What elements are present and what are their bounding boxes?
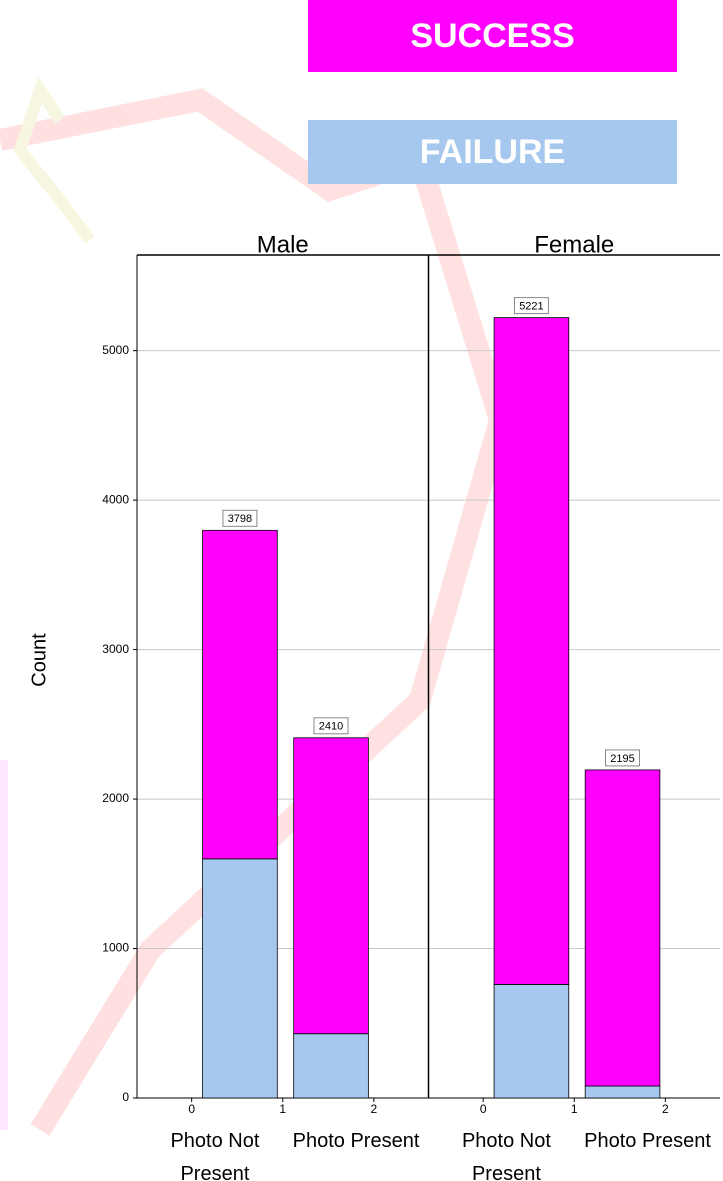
bar-segment: [584, 769, 661, 1087]
y-tick-label: 2000: [102, 791, 129, 805]
y-tick-label: 3000: [102, 642, 129, 656]
decoration: [13, 76, 95, 244]
x-tick-label: 2: [371, 1102, 378, 1116]
bar-segment: [293, 737, 369, 1035]
bar-segment: [493, 984, 570, 1099]
decoration: [0, 760, 8, 1130]
y-tick-label: 0: [122, 1090, 129, 1104]
bar-segment: [584, 1085, 661, 1099]
value-label-box: [605, 749, 641, 767]
value-label: 2410: [319, 721, 343, 733]
x-tick-label: 0: [480, 1102, 487, 1116]
x-category-label: Photo Present: [584, 1130, 711, 1152]
x-category-label: Photo Not Present: [170, 1130, 260, 1181]
value-label-box: [222, 509, 258, 527]
value-label: 2195: [610, 753, 634, 765]
y-tick-label: 1000: [102, 941, 129, 955]
bar-segment: [493, 317, 570, 985]
x-tick-label: 1: [571, 1102, 578, 1116]
y-tick-label: 4000: [102, 492, 129, 506]
value-label: 3798: [228, 513, 252, 525]
value-label-box: [313, 717, 349, 735]
legend-entry: SUCCESS: [308, 0, 677, 72]
x-tick-label: 0: [188, 1102, 195, 1116]
bar-segment: [293, 1033, 369, 1099]
x-tick-label: 2: [662, 1102, 669, 1116]
x-category-label: Photo Not Present: [461, 1130, 551, 1181]
value-label: 5221: [519, 301, 543, 313]
panel-title: Male: [257, 231, 309, 258]
y-tick-label: 5000: [102, 343, 129, 357]
x-category-label: Photo Present: [292, 1130, 420, 1152]
bar-segment: [202, 529, 278, 860]
bar-segment: [202, 858, 278, 1099]
legend-entry: FAILURE: [308, 120, 677, 184]
y-axis-label: Count: [28, 633, 50, 687]
value-label-box: [513, 297, 549, 315]
background-decoration: [0, 76, 512, 1136]
panel-title: Female: [534, 231, 614, 258]
decoration: [0, 88, 512, 1136]
x-tick-label: 1: [279, 1102, 286, 1116]
